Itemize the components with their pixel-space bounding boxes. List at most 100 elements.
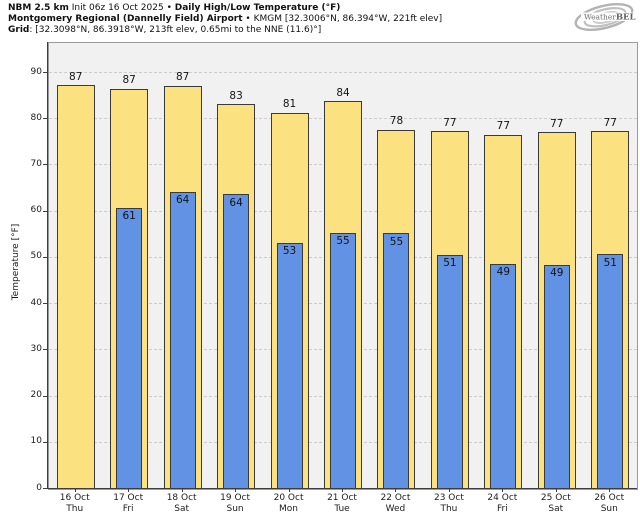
high-value-label: 87 [69,70,83,83]
x-tick-label-day: Thu [440,504,458,514]
x-tick-label-date: 19 Oct [220,493,251,503]
low-bar-22-Oct [383,233,410,489]
header-line1: NBM 2.5 km Init 06z 16 Oct 2025 • Daily … [8,3,442,14]
low-value-label: 55 [389,235,404,248]
x-tick-label-day: Thu [66,504,84,514]
x-tick-mark-26-Oct [609,488,611,492]
model-name: NBM 2.5 km [8,3,69,13]
high-bar-16-Oct [56,85,95,489]
high-value-label: 84 [336,86,350,99]
header-line3: Grid: [32.3098°N, 86.3918°W, 213ft elev,… [8,25,442,36]
y-tick-label-40: 40 [30,297,42,308]
x-tick-label-date: 25 Oct [540,493,571,503]
x-tick-mark-20-Oct [288,488,290,492]
station-name: Montgomery Regional (Dannelly Field) Air… [8,14,243,24]
y-tick-mark-80 [43,118,47,120]
high-value-label: 77 [603,116,617,129]
x-tick-label-day: Mon [279,504,299,514]
y-tick-mark-20 [43,395,47,397]
y-tick-mark-30 [43,349,47,351]
y-tick-label-90: 90 [30,66,42,77]
low-value-label: 51 [443,257,457,270]
x-tick-label-day: Fri [496,504,508,514]
x-tick-label-date: 22 Oct [380,493,411,503]
weatherbell-logo: WeatherBELL [574,3,636,31]
x-tick-mark-17-Oct [128,488,130,492]
high-value-label: 78 [389,115,404,128]
x-tick-mark-19-Oct [235,488,237,492]
x-tick-mark-18-Oct [181,488,183,492]
x-tick-label-day: Sat [548,504,564,514]
x-tick-label-date: 21 Oct [327,493,357,503]
y-tick-label-60: 60 [30,205,42,216]
logo-text-weather: Weather [584,13,616,22]
x-tick-label-date: 23 Oct [433,493,464,503]
x-tick-mark-23-Oct [448,488,450,492]
low-bar-26-Oct [597,254,624,489]
x-tick-label-date: 16 Oct [59,493,90,503]
gridline-90 [49,72,637,74]
logo-swirl-outer [574,3,634,31]
y-tick-mark-50 [43,256,47,258]
x-tick-label-day: Sat [174,504,190,514]
y-tick-mark-90 [43,72,47,74]
logo-swirl-middle [583,7,627,28]
x-tick-mark-24-Oct [502,488,504,492]
x-tick-label-day: Wed [385,504,406,514]
init-time: Init 06z 16 Oct 2025 • [68,3,175,13]
svg-text:WeatherBELL: WeatherBELL [584,13,636,23]
high-value-label: 87 [122,74,136,87]
low-bar-21-Oct [330,232,356,489]
x-tick-label-date: 24 Oct [487,493,518,503]
low-bar-25-Oct [543,264,570,489]
low-bar-23-Oct [436,254,463,489]
high-value-label: 81 [282,98,297,111]
y-tick-mark-10 [43,441,47,443]
x-tick-mark-21-Oct [342,488,343,492]
y-tick-label-10: 10 [30,436,42,447]
high-value-label: 83 [229,89,243,102]
x-tick-mark-16-Oct [74,488,76,492]
x-tick-label-date: 20 Oct [273,493,304,503]
x-tick-mark-22-Oct [395,488,397,492]
low-value-label: 49 [550,267,564,280]
chart-title: Daily High/Low Temperature (°F) [174,3,341,13]
high-value-label: 77 [443,116,457,129]
chart-header: NBM 2.5 km Init 06z 16 Oct 2025 • Daily … [8,3,442,36]
station-coords: • KMGM [32.3006°N, 86.394°W, 221ft elev] [242,14,443,24]
low-value-label: 49 [496,266,511,279]
y-tick-mark-60 [43,210,47,212]
low-value-label: 61 [122,210,136,223]
y-tick-label-20: 20 [30,390,42,401]
grid-label: Grid [8,25,30,35]
y-tick-label-70: 70 [30,158,42,169]
low-bar-19-Oct [223,194,250,489]
header-line2: Montgomery Regional (Dannelly Field) Air… [8,14,442,25]
y-tick-mark-0 [43,488,47,489]
low-value-label: 53 [282,245,297,258]
y-tick-mark-40 [43,303,47,305]
plot-area: 87 87 61 87 64 83 64 81 53 84 55 78 55 77 51 77 49 77 49 77… [48,42,638,490]
y-tick-mark-70 [43,164,47,166]
x-tick-label-date: 17 Oct [113,493,144,503]
y-axis-spine [47,42,48,489]
logo-text-bell: BELL [616,13,636,23]
y-tick-label-0: 0 [36,482,42,493]
x-tick-label-day: Sun [226,504,244,514]
x-tick-label-date: 26 Oct [594,493,625,503]
low-bar-17-Oct [116,208,143,489]
high-value-label: 87 [175,71,190,84]
low-bar-18-Oct [169,191,196,489]
low-value-label: 64 [175,194,190,207]
y-tick-label-30: 30 [30,343,42,354]
x-tick-label-date: 18 Oct [166,493,197,503]
grid-coords: : [32.3098°N, 86.3918°W, 213ft elev, 0.6… [29,25,322,35]
x-tick-label-day: Sun [600,504,618,514]
x-tick-label-day: Fri [122,504,134,514]
low-bar-20-Oct [276,242,303,489]
y-tick-label-80: 80 [30,112,42,123]
x-tick-label-day: Tue [334,504,350,514]
high-value-label: 77 [496,120,511,132]
x-tick-mark-25-Oct [555,488,557,492]
